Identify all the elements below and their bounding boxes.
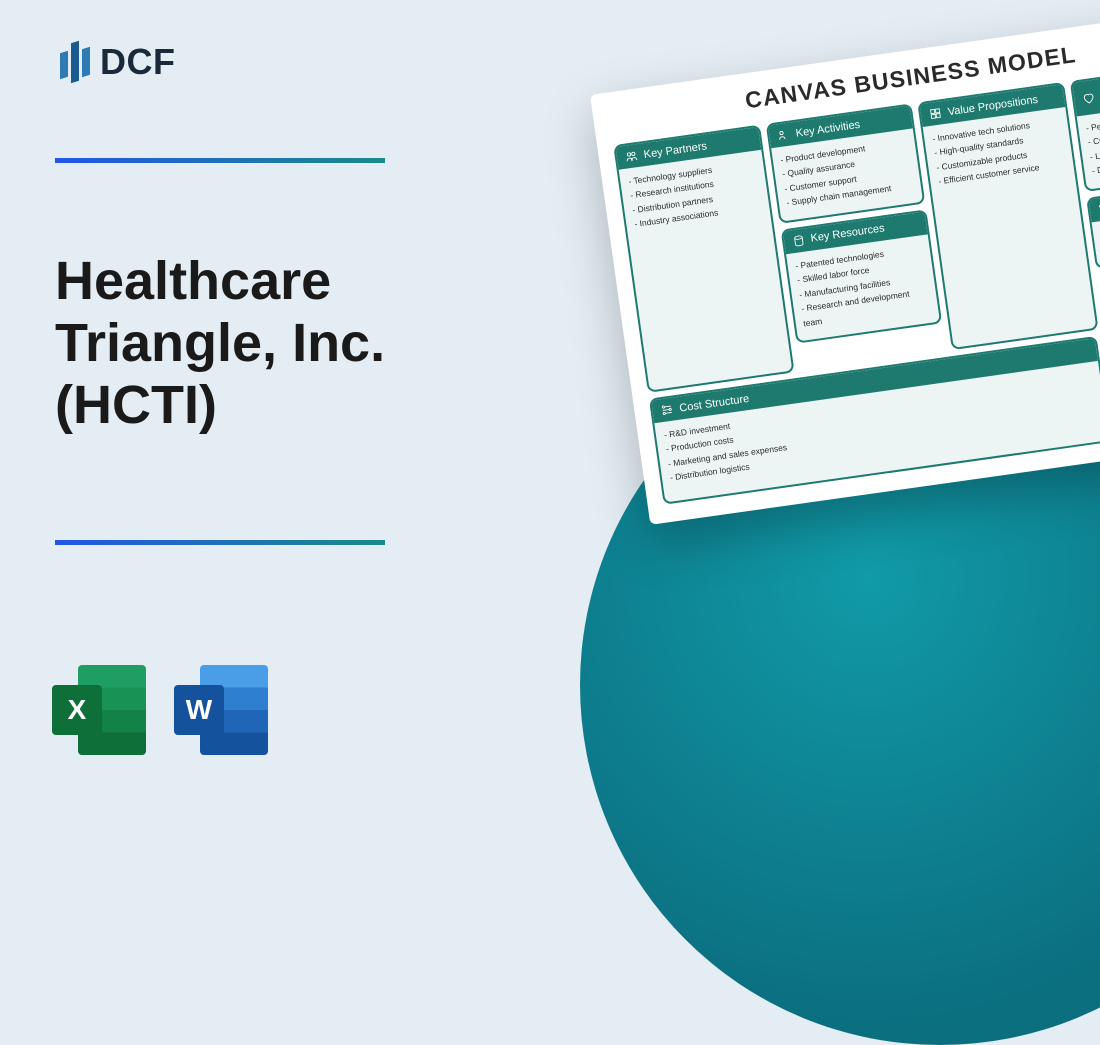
business-model-canvas: CANVAS BUSINESS MODEL Key Partners Techn… — [590, 6, 1100, 525]
word-icon: W — [174, 665, 268, 755]
page-title: Healthcare Triangle, Inc. (HCTI) — [55, 250, 455, 436]
cell-key-resources: Key Resources Patented technologiesSkill… — [780, 209, 942, 344]
cell-key-activities: Key Activities Product developmentQualit… — [765, 103, 925, 223]
excel-icon: X — [52, 665, 146, 755]
cell-value-propositions: Value Propositions Innovative tech solut… — [917, 82, 1098, 350]
cell-channels: Channels DiO — [1086, 177, 1100, 269]
logo-mark-icon — [60, 38, 90, 86]
brand-name: DCF — [100, 41, 176, 83]
brand-logo: DCF — [60, 38, 176, 86]
file-format-icons: X W — [52, 665, 268, 755]
key-resources-items: Patented technologiesSkilled labor force… — [786, 234, 940, 341]
cell-key-partners: Key Partners Technology suppliersResearc… — [613, 125, 794, 393]
divider-bottom — [55, 540, 385, 545]
divider-top — [55, 158, 385, 163]
